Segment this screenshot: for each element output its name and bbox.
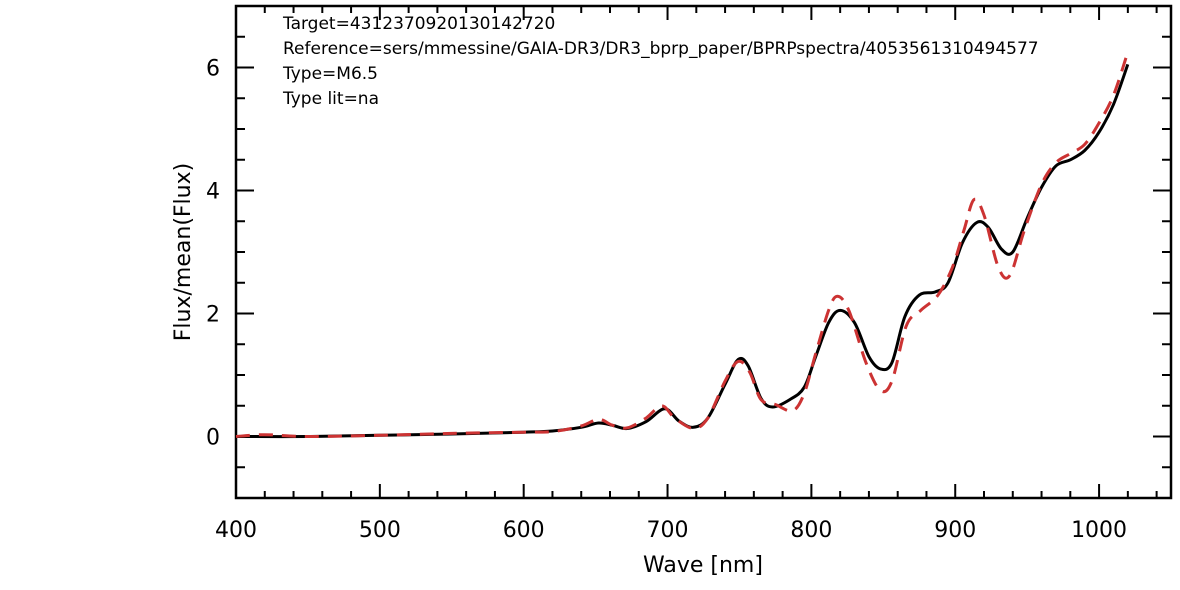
- annotations: Target=4312370920130142720 Reference=ser…: [282, 14, 1039, 109]
- annotation-type: Type=M6.5: [282, 64, 378, 84]
- y-axis-title: Flux/mean(Flux): [171, 163, 196, 341]
- x-tick-label: 800: [790, 518, 832, 543]
- x-tick-label: 600: [503, 518, 545, 543]
- x-axis-tick-labels: 400 500 600 700 800 900 1000: [215, 518, 1127, 543]
- annotation-reference: Reference=sers/mmessine/GAIA-DR3/DR3_bpr…: [283, 39, 1039, 59]
- x-axis-title: Wave [nm]: [643, 553, 763, 578]
- x-tick-label: 400: [215, 518, 257, 543]
- x-tick-label: 700: [647, 518, 689, 543]
- annotation-target: Target=4312370920130142720: [282, 14, 555, 34]
- y-tick-label: 6: [206, 57, 220, 82]
- x-tick-label: 1000: [1071, 518, 1127, 543]
- y-tick-label: 0: [206, 426, 220, 451]
- x-tick-label: 900: [934, 518, 976, 543]
- y-tick-label: 4: [206, 180, 220, 205]
- reference-series-line: [235, 51, 1130, 439]
- target-series-line: [235, 63, 1130, 439]
- spectrum-lines: [235, 51, 1130, 439]
- annotation-type-lit: Type lit=na: [282, 89, 379, 109]
- x-axis-ticks: [235, 6, 1158, 498]
- x-tick-label: 500: [359, 518, 401, 543]
- y-tick-label: 2: [206, 303, 220, 328]
- y-axis-tick-labels: 0 2 4 6: [206, 57, 220, 451]
